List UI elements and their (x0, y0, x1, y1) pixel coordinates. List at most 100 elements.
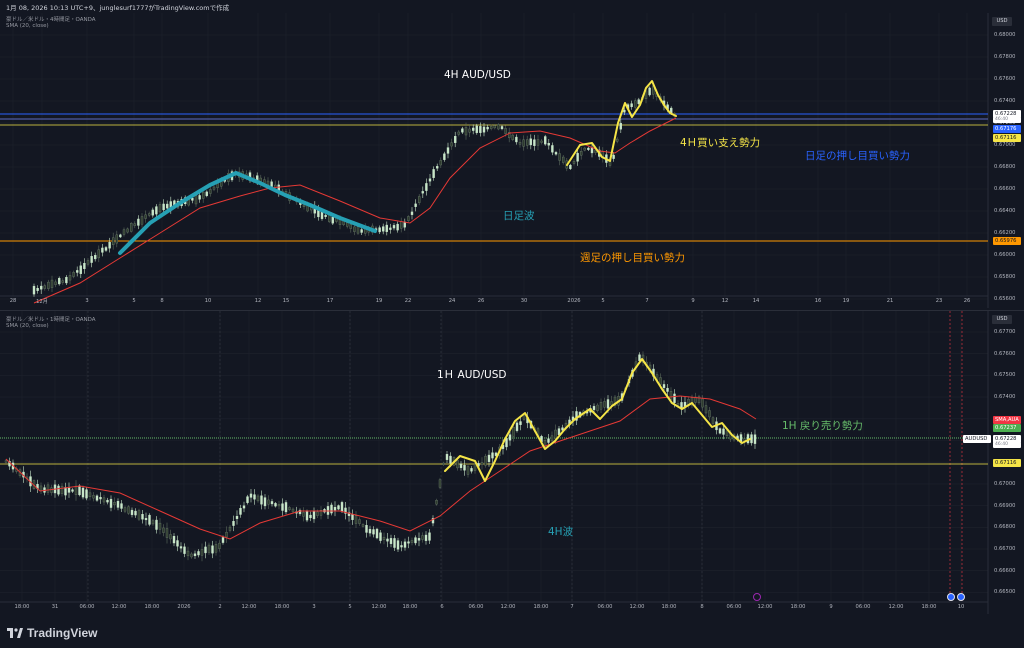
candle (218, 542, 221, 549)
time-tick-label: 24 (448, 298, 456, 304)
legend-symbol-1h[interactable]: 豪ドル／米ドル・1時間足・OANDA (6, 317, 96, 323)
time-tick-label: 12月 (36, 299, 48, 305)
candle (209, 189, 212, 194)
candle (176, 540, 179, 547)
time-tick-label: 28 (9, 298, 17, 304)
candle (403, 541, 407, 548)
chart-canvas-1h[interactable] (0, 311, 1024, 616)
price-tag: 0.67228 (993, 110, 1021, 118)
candle (256, 495, 260, 502)
candle (351, 514, 354, 520)
event-flag-icon[interactable] (957, 593, 965, 601)
candle (86, 260, 90, 265)
event-flag-icon[interactable] (947, 593, 955, 601)
candle (637, 99, 640, 104)
candle (129, 223, 133, 232)
candle (623, 109, 626, 113)
candle (360, 229, 363, 233)
legend-symbol-4h[interactable]: 豪ドル／米ドル・4時間足・OANDA (6, 17, 96, 23)
price-tag: 0.67116 (993, 459, 1021, 467)
candle (511, 134, 514, 140)
candle (450, 142, 453, 147)
price-tick-label: 0.66900 (994, 502, 1016, 509)
lightning-event-icon[interactable] (753, 593, 761, 601)
candle (148, 514, 151, 525)
candle (122, 229, 126, 235)
price-tick-label: 0.65800 (994, 274, 1016, 280)
time-tick-label: 12:00 (757, 604, 773, 610)
pane-divider[interactable] (0, 310, 1024, 311)
legend-sma-1h[interactable]: SMA (20, close) (6, 323, 49, 329)
candle (379, 532, 382, 541)
candle (457, 131, 460, 135)
candle (232, 521, 235, 526)
candle (144, 518, 148, 521)
candle (743, 438, 746, 441)
candle (200, 549, 204, 556)
chart-canvas-4h[interactable] (0, 13, 1024, 310)
time-tick-label: 10 (204, 298, 212, 304)
candle (512, 426, 515, 437)
candle (634, 100, 637, 108)
candle (576, 152, 579, 162)
candle (630, 103, 633, 108)
candle (116, 500, 120, 508)
annotation-4h-wave: 4H波 (548, 526, 574, 538)
candle (414, 537, 417, 544)
tradingview-brand-text: TradingView (27, 626, 98, 640)
candle (428, 532, 431, 541)
price-tag: 0.67116 (993, 134, 1021, 142)
candle (263, 497, 267, 507)
time-tick-label: 6 (440, 604, 444, 610)
time-tick-label: 5 (132, 298, 136, 304)
tradingview-logo[interactable]: TradingView (7, 626, 97, 640)
candle (454, 136, 457, 143)
candle (133, 223, 137, 226)
candle (491, 452, 494, 459)
time-tick-label: 17 (326, 298, 334, 304)
price-tick-label: 0.67700 (994, 329, 1016, 335)
daily-wave-drawing (118, 171, 377, 255)
price-tick-label: 0.67400 (994, 394, 1016, 401)
candle (659, 377, 662, 385)
candle (162, 203, 165, 211)
candle (575, 411, 578, 421)
candle (126, 228, 129, 233)
currency-button-1h[interactable]: USD (992, 315, 1012, 324)
price-tick-label: 0.67200 (994, 120, 1016, 126)
candle (205, 191, 209, 196)
candle (115, 234, 119, 244)
candle (267, 499, 270, 505)
candle (486, 126, 489, 130)
legend-sma-4h[interactable]: SMA (20, close) (6, 23, 49, 29)
candle (40, 285, 43, 290)
time-tick-label: 06:00 (726, 604, 742, 610)
candle (592, 406, 596, 410)
candle (72, 272, 75, 277)
candle (88, 492, 92, 497)
candle (302, 204, 306, 208)
candle (54, 281, 57, 285)
candle (428, 178, 432, 182)
candle (75, 270, 79, 273)
candle (410, 540, 414, 543)
price-tag: SMA,AUA (993, 416, 1021, 424)
candle (543, 440, 547, 447)
candle (648, 87, 651, 96)
price-tick-label: 0.66500 (994, 589, 1016, 596)
candle (421, 191, 424, 194)
candle (389, 538, 393, 544)
time-tick-label: 26 (963, 298, 971, 304)
time-tick-label: 7 (645, 298, 649, 304)
candle (443, 153, 446, 160)
chart-pane-4h[interactable]: 豪ドル／米ドル・4時間足・OANDA SMA (20, close) USD 4… (0, 13, 1024, 310)
candle (435, 500, 438, 505)
candle (191, 197, 194, 201)
candle (68, 275, 72, 281)
chart-header: 1月 08, 2026 10:13 UTC+9、junglesurf1777がT… (0, 0, 1024, 13)
chart-pane-1h[interactable]: 豪ドル／米ドル・1時間足・OANDA SMA (20, close) USD 1… (0, 311, 1024, 616)
time-tick-label: 19 (375, 298, 383, 304)
time-tick-label: 12:00 (241, 604, 257, 610)
currency-button-4h[interactable]: USD (992, 17, 1012, 26)
candle (378, 227, 381, 233)
